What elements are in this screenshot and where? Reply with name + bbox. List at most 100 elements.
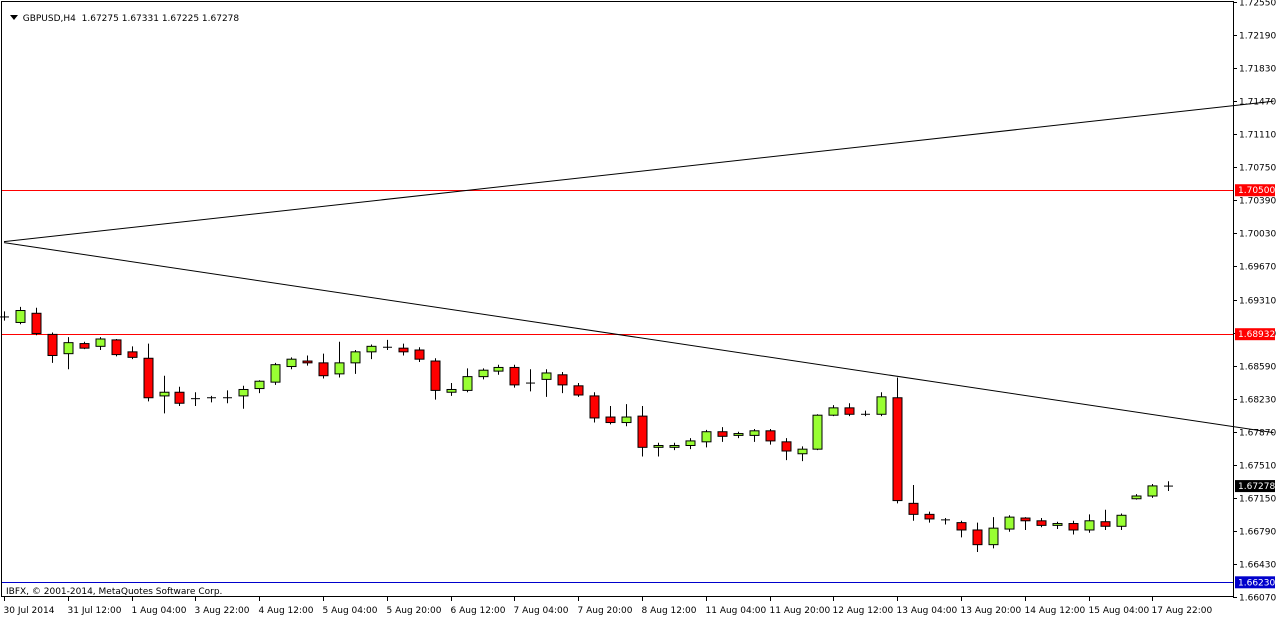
y-tick-label: 1.70030 <box>1239 230 1276 240</box>
level-price-tag-bg <box>1235 328 1275 341</box>
candle <box>223 390 232 404</box>
candle-body <box>765 430 776 442</box>
y-tick-label: 1.69670 <box>1239 263 1276 273</box>
candle-body <box>493 366 504 372</box>
plot-background <box>0 0 1276 601</box>
candle <box>1036 518 1047 528</box>
x-tick-label: 5 Aug 04:00 <box>323 606 378 616</box>
candle <box>1147 484 1158 498</box>
candle <box>63 337 74 370</box>
candle <box>143 343 154 402</box>
close-value: 1.67278 <box>201 14 240 24</box>
candle-body <box>557 374 568 386</box>
candle <box>79 341 90 350</box>
candle-body <box>1084 520 1095 531</box>
candle-body <box>334 362 345 375</box>
candle-body <box>717 431 728 437</box>
candle <box>908 484 919 521</box>
y-tick-label: 1.70750 <box>1239 164 1276 174</box>
y-tick-label: 1.72190 <box>1239 32 1276 42</box>
candle <box>1116 513 1127 530</box>
candle-body <box>15 310 26 323</box>
high-value: 1.67331 <box>121 14 159 24</box>
candle-body <box>31 312 42 334</box>
candle <box>207 395 216 403</box>
level-price-tag: 1.70500 <box>1235 184 1275 197</box>
candle <box>1020 517 1031 530</box>
candle <box>557 372 568 394</box>
plot-frame <box>1 1 1234 597</box>
candle-body <box>589 395 600 419</box>
candle <box>653 442 664 457</box>
candle-body <box>127 351 138 358</box>
candle-body <box>892 397 903 502</box>
chart-header: GBPUSD,H4 1.67275 1.67331 1.67225 1.6727… <box>4 4 239 24</box>
candle-body <box>653 444 664 448</box>
candle-body <box>637 415 648 448</box>
candle <box>605 406 616 425</box>
x-tick-label: 11 Aug 04:00 <box>706 606 767 616</box>
candle <box>238 385 249 409</box>
bid-price-tag-label: 1.67278 <box>1238 482 1275 492</box>
candle <box>1068 520 1079 535</box>
y-tick-label: 1.66070 <box>1239 594 1276 604</box>
candle-body <box>430 360 441 391</box>
x-tick-label: 14 Aug 12:00 <box>1025 606 1086 616</box>
x-tick-label: 31 Jul 12:00 <box>68 606 122 616</box>
candle <box>191 392 200 407</box>
candle <box>398 343 409 356</box>
candle-body <box>924 513 935 520</box>
candle <box>861 410 870 417</box>
candle <box>174 386 185 407</box>
x-tick-label: 13 Aug 04:00 <box>897 606 958 616</box>
candle-body <box>95 338 106 347</box>
candle <box>15 306 26 325</box>
candle-body <box>302 360 313 364</box>
y-axis: 1.72550 1.72190 1.71830 1.71470 1.71110 1.707… <box>1233 0 1276 604</box>
candle-body <box>1020 517 1031 522</box>
candle <box>493 364 504 375</box>
candle-body <box>781 441 792 452</box>
candle-body <box>573 385 584 396</box>
symbol-label: GBPUSD,H4 <box>22 14 76 24</box>
candle <box>733 431 744 439</box>
candle <box>844 403 855 417</box>
y-tick-label: 1.67150 <box>1239 495 1276 505</box>
x-axis: 30 Jul 2014 31 Jul 12:00 1 Aug 04:00 3 Aug … <box>4 597 1213 616</box>
y-tick-label: 1.68590 <box>1239 363 1276 373</box>
candle <box>876 392 887 417</box>
candle <box>972 522 983 553</box>
candle-body <box>876 396 887 415</box>
candle <box>892 377 903 504</box>
candle <box>573 383 584 397</box>
candle-body <box>509 366 520 386</box>
candle-body <box>541 372 552 380</box>
candle-body <box>733 433 744 436</box>
candle <box>685 438 696 450</box>
candle-body <box>446 388 457 393</box>
dropdown-triangle-icon[interactable] <box>9 15 18 20</box>
x-tick-label: 7 Aug 04:00 <box>514 606 569 616</box>
y-tick-label: 1.70390 <box>1239 197 1276 207</box>
candle <box>1100 509 1111 530</box>
candle <box>270 362 281 385</box>
x-tick-label: 17 Aug 22:00 <box>1152 606 1213 616</box>
candle-body <box>159 391 170 397</box>
trendline <box>3 242 1274 434</box>
candle <box>127 346 138 360</box>
candle <box>95 337 106 351</box>
candle <box>541 369 552 397</box>
y-tick-label: 1.68230 <box>1239 396 1276 406</box>
candle-body <box>956 522 967 531</box>
x-tick-label: 30 Jul 2014 <box>4 606 55 616</box>
candle <box>383 339 392 351</box>
candle <box>462 368 473 393</box>
bid-price-tag-bg <box>1235 480 1275 493</box>
y-tick-label: 1.67870 <box>1239 429 1276 439</box>
candle-body <box>270 364 281 383</box>
candle-body <box>174 391 185 404</box>
candle <box>1004 515 1015 532</box>
x-tick-label: 3 Aug 22:00 <box>195 606 250 616</box>
candle <box>717 427 728 442</box>
